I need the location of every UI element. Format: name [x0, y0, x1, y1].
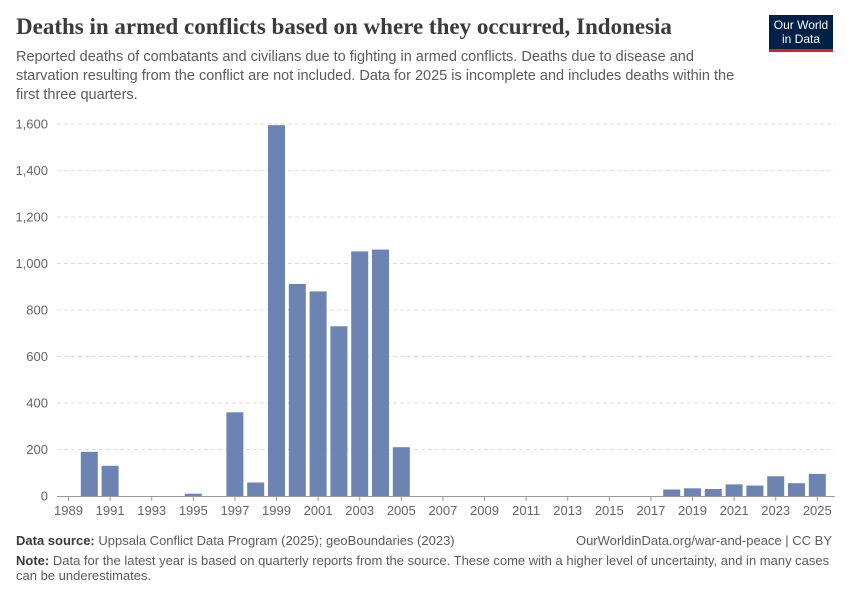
x-tick-label: 1989 — [54, 503, 83, 518]
bar-1991 — [101, 465, 119, 496]
footnote: Note: Data for the latest year is based … — [16, 553, 836, 583]
bar-2022 — [746, 485, 764, 496]
x-tick-label: 2021 — [720, 503, 749, 518]
data-source: Data source: Uppsala Conflict Data Progr… — [16, 533, 455, 548]
bar-2018 — [663, 489, 681, 496]
note-text: Data for the latest year is based on qua… — [16, 553, 830, 583]
x-tick-label: 1997 — [220, 503, 249, 518]
bars — [80, 125, 826, 496]
chart-title: Deaths in armed conflicts based on where… — [16, 14, 672, 39]
y-tick-label: 1,400 — [15, 163, 48, 178]
bar-1998 — [247, 482, 265, 496]
y-tick-label: 1,200 — [15, 210, 48, 225]
bar-2023 — [767, 476, 785, 496]
owid-logo[interactable]: Our World in Data — [769, 15, 833, 52]
x-tick-label: 2017 — [636, 503, 665, 518]
x-tick-label: 2001 — [304, 503, 333, 518]
bar-2002 — [330, 326, 348, 496]
x-tick-label: 2025 — [803, 503, 832, 518]
x-tick-label: 2011 — [512, 503, 540, 518]
chart-subtitle: Reported deaths of combatants and civili… — [16, 49, 735, 103]
x-tick-label: 1993 — [137, 503, 166, 518]
bar-1995 — [184, 493, 202, 496]
x-tick-label: 1991 — [96, 503, 125, 518]
y-tick-label: 400 — [26, 396, 48, 411]
y-tick-label: 600 — [26, 349, 48, 364]
bar-2004 — [372, 249, 389, 496]
bar-2020 — [704, 489, 722, 496]
note-label: Note: — [16, 553, 50, 568]
x-tick-label: 2005 — [387, 503, 416, 518]
bar-2001 — [309, 291, 327, 496]
bar-2005 — [392, 447, 410, 496]
bar-1997 — [226, 412, 244, 496]
bar-2025 — [808, 473, 826, 496]
bar-1990 — [80, 451, 98, 496]
x-tick-label: 2013 — [553, 503, 582, 518]
y-tick-label: 200 — [26, 442, 48, 457]
x-axis: 1989 1991 1993 1995 1997 1999 2001 2003 2005 2007… — [54, 496, 835, 518]
y-tick-label: 1,000 — [15, 256, 48, 271]
bar-2019 — [684, 488, 701, 496]
x-tick-label: 1999 — [262, 503, 291, 518]
grid-lines — [57, 123, 835, 450]
data-source-text[interactable]: Uppsala Conflict Data Program (2025); ge… — [98, 533, 455, 548]
x-tick-label: 2003 — [345, 503, 374, 518]
bar-2021 — [725, 484, 743, 496]
x-tick-label: 2007 — [428, 503, 457, 518]
bar-2024 — [788, 483, 805, 496]
x-tick-label: 2023 — [761, 503, 790, 518]
y-tick-label: 0 — [41, 489, 48, 504]
data-source-label: Data source: — [16, 533, 95, 548]
x-tick-label: 1995 — [179, 503, 208, 518]
logo-line-2: in Data — [781, 32, 821, 46]
logo-line-1: Our World — [773, 18, 829, 32]
source-url[interactable]: OurWorldinData.org/war-and-peace | CC BY — [575, 533, 832, 548]
x-tick-label: 2015 — [595, 503, 624, 518]
bar-2000 — [288, 283, 306, 496]
y-axis: 0 200 400 600 800 1,000 1,200 1,400 1,600 — [15, 117, 48, 504]
bar-1999 — [268, 125, 285, 496]
bar-2003 — [351, 251, 369, 496]
y-tick-label: 800 — [26, 303, 48, 318]
x-tick-label: 2009 — [470, 503, 499, 518]
y-tick-label: 1,600 — [15, 117, 48, 132]
x-tick-label: 2019 — [678, 503, 707, 518]
